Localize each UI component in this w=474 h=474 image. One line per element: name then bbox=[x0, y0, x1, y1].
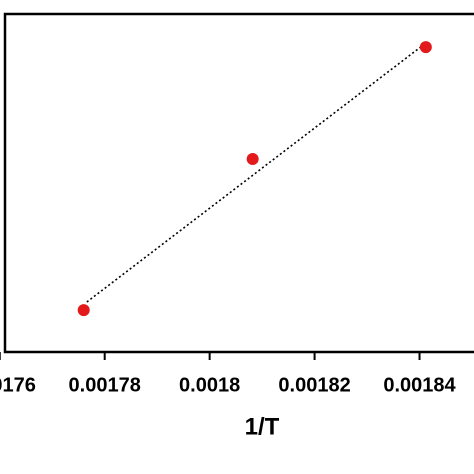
x-tick-label: 0.00182 bbox=[278, 374, 350, 396]
data-point bbox=[246, 153, 259, 166]
x-tick-label: 0.00176 bbox=[0, 374, 36, 396]
x-axis-label: 1/T bbox=[245, 413, 280, 440]
x-tick-label: 0.0018 bbox=[179, 374, 240, 396]
data-point bbox=[419, 41, 432, 54]
x-tick-label: 0.00184 bbox=[383, 374, 456, 396]
data-point bbox=[77, 304, 90, 317]
x-tick-label: 0.00178 bbox=[69, 374, 141, 396]
fit-line bbox=[86, 42, 427, 303]
plot-frame bbox=[3, 12, 474, 354]
